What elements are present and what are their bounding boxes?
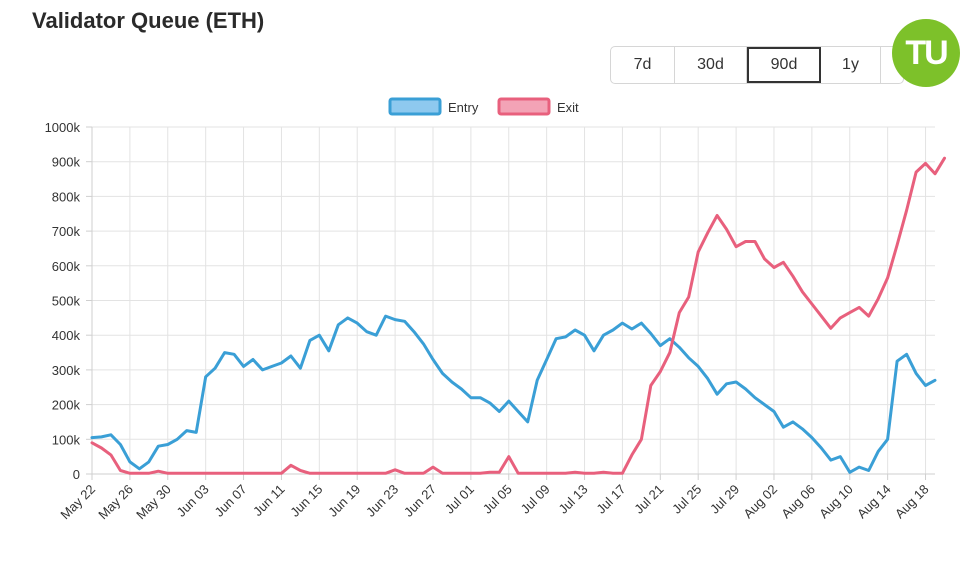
- x-tick-label: Jul 09: [518, 482, 553, 517]
- x-tick-label: Jul 17: [593, 482, 628, 517]
- x-tick-label: Jun 23: [363, 482, 401, 520]
- x-tick-label: Jul 21: [631, 482, 666, 517]
- x-tick-label: May 26: [95, 482, 136, 523]
- y-tick-label: 900k: [52, 155, 81, 170]
- x-tick-label: Aug 02: [740, 482, 780, 522]
- y-tick-label: 400k: [52, 328, 81, 343]
- range-90d-button[interactable]: 90d: [747, 47, 821, 83]
- x-tick-label: Jun 11: [250, 482, 288, 520]
- range-30d-button[interactable]: 30d: [675, 47, 747, 83]
- x-tick-label: Jun 07: [211, 482, 249, 520]
- x-tick-label: Aug 18: [892, 482, 932, 522]
- exit-legend-swatch: [497, 97, 551, 116]
- exit-legend-label: Exit: [557, 100, 579, 115]
- y-tick-label: 500k: [52, 294, 81, 309]
- x-tick-label: Aug 06: [778, 482, 818, 522]
- chart-series: [90, 156, 946, 475]
- exit-series-line: [90, 156, 946, 475]
- y-tick-label: 1000k: [45, 120, 81, 135]
- x-tick-label: Jun 19: [325, 482, 363, 520]
- range-1y-button[interactable]: 1y: [821, 47, 881, 83]
- entry-series-line: [90, 314, 937, 474]
- x-tick-label: May 22: [57, 482, 98, 523]
- y-tick-label: 0: [73, 467, 80, 482]
- brand-logo-icon: TU: [892, 19, 960, 87]
- x-tick-label: Jun 03: [174, 482, 212, 520]
- x-tick-label: Jul 05: [480, 482, 515, 517]
- y-tick-label: 800k: [52, 189, 81, 204]
- entry-legend-label: Entry: [448, 100, 479, 115]
- y-tick-label: 200k: [52, 398, 81, 413]
- y-tick-label: 700k: [52, 224, 81, 239]
- x-tick-label: May 30: [133, 482, 174, 523]
- x-tick-label: Aug 10: [816, 482, 856, 522]
- x-tick-label: Jul 01: [442, 482, 477, 517]
- x-tick-label: Jul 29: [707, 482, 742, 517]
- range-7d-button[interactable]: 7d: [611, 47, 675, 83]
- x-tick-label: Jun 15: [287, 482, 325, 520]
- x-tick-label: Jun 27: [401, 482, 439, 520]
- page-title: Validator Queue (ETH): [32, 8, 265, 33]
- time-range-selector: 7d 30d 90d 1y: [610, 46, 904, 84]
- chart-legend: Entry Exit: [388, 97, 579, 116]
- y-axis: 0 100k 200k 300k 400k 500k 600k 700k 800k 900k 100…: [45, 120, 81, 482]
- y-tick-label: 300k: [52, 363, 81, 378]
- x-tick-label: Jul 25: [669, 482, 704, 517]
- chart-grid: [86, 126, 935, 480]
- entry-legend-swatch: [388, 97, 442, 116]
- y-tick-label: 100k: [52, 432, 81, 447]
- y-tick-label: 600k: [52, 259, 81, 274]
- x-tick-label: Jul 13: [556, 482, 591, 517]
- x-tick-label: Aug 14: [854, 482, 894, 522]
